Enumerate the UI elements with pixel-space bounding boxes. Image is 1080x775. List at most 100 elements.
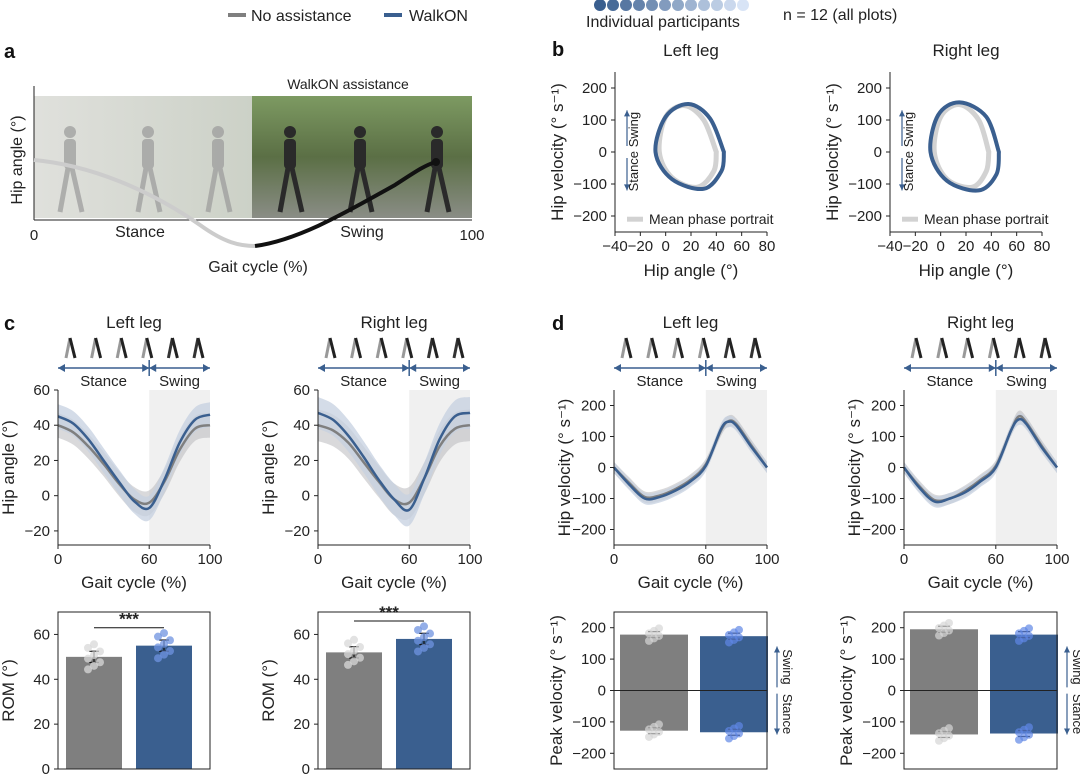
- panel-a-tick-100: 100: [459, 227, 484, 244]
- y-axis-label: ROM (°): [0, 659, 18, 722]
- participant-dot: [659, 0, 671, 11]
- tick-label: −40: [602, 238, 627, 255]
- participant-point: [426, 629, 434, 638]
- participant-dot: [711, 0, 723, 11]
- swing-label: Swing: [1070, 649, 1080, 684]
- participant-point: [344, 650, 352, 659]
- tick-label: −200: [848, 208, 882, 225]
- participant-point: [945, 626, 953, 635]
- bar-walkon: [396, 638, 452, 769]
- participant-point: [426, 640, 434, 649]
- tick-label: 80: [759, 238, 776, 255]
- tick-label: 100: [457, 551, 482, 568]
- x-axis-label: Gait cycle (%): [638, 573, 744, 592]
- participant-point: [735, 625, 743, 634]
- swing-label: Swing: [901, 112, 916, 147]
- tick-label: 0: [610, 551, 618, 568]
- tick-label: −100: [862, 491, 896, 508]
- y-axis-label: Hip angle (°): [0, 420, 18, 515]
- participant-point: [84, 654, 92, 663]
- mini-walker: [354, 337, 363, 359]
- tick-label: 100: [582, 112, 607, 129]
- participant-point: [96, 647, 104, 656]
- tick-label: 40: [983, 238, 1000, 255]
- participant-dot: [724, 0, 736, 11]
- tick-label: 60: [33, 626, 50, 643]
- tick-label: −100: [572, 491, 606, 508]
- line-walkon: [902, 417, 1059, 504]
- tick-label: 100: [871, 651, 896, 668]
- y-axis-label: Hip angle (°): [259, 420, 278, 515]
- stance-arrowhead: [774, 728, 780, 735]
- swing-arrowhead: [1064, 646, 1070, 653]
- participant-point: [356, 653, 364, 662]
- participant-point: [154, 632, 162, 641]
- participant-point: [945, 724, 953, 733]
- bar-no-assistance: [620, 634, 688, 731]
- participant-point: [420, 633, 428, 642]
- participant-point: [1025, 723, 1033, 732]
- tick-label: 100: [581, 651, 606, 668]
- participant-point: [96, 658, 104, 667]
- stance-label: Stance: [637, 373, 684, 390]
- tick-label: 40: [33, 671, 50, 688]
- tick-label: −200: [573, 208, 607, 225]
- mini-walker: [650, 337, 659, 359]
- swing-shade: [705, 390, 767, 545]
- tick-label: 200: [871, 620, 896, 637]
- participant-point: [414, 636, 422, 645]
- mini-walker: [68, 337, 77, 359]
- tick-label: −200: [572, 745, 606, 762]
- participant-point: [945, 618, 953, 627]
- mini-walker: [196, 337, 205, 359]
- tick-label: −200: [862, 522, 896, 539]
- plot-title: Right leg: [932, 41, 999, 60]
- mini-walker: [676, 337, 685, 359]
- loop-walkon: [653, 102, 726, 192]
- mean-portrait-label: Mean phase portrait: [924, 211, 1049, 227]
- stance-label: Stance: [626, 151, 641, 191]
- tick-label: −40: [877, 238, 902, 255]
- tick-label: 60: [33, 382, 50, 399]
- tick-label: 20: [683, 238, 700, 255]
- mini-walker: [753, 337, 762, 359]
- participant-dot: [685, 0, 697, 11]
- plot-title: Right leg: [360, 313, 427, 332]
- loop-no-assistance: [931, 102, 992, 190]
- panel-a-swing-label: Swing: [340, 224, 384, 241]
- tick-label: 200: [581, 620, 606, 637]
- panel-a-stance-label: Stance: [115, 224, 165, 241]
- y-axis-label: Peak velocity (° s⁻¹): [547, 615, 566, 766]
- x-axis-label: Gait cycle (%): [341, 573, 447, 592]
- panel-a-ylabel: Hip angle (°): [9, 115, 26, 204]
- participant-point: [945, 731, 953, 740]
- walker-figures: [57, 126, 452, 213]
- tick-label: 60: [141, 551, 158, 568]
- tick-label: 20: [33, 716, 50, 733]
- participant-point: [1025, 624, 1033, 633]
- swing-label: Swing: [159, 373, 200, 390]
- participant-point: [90, 640, 98, 649]
- participant-dot: [620, 0, 632, 11]
- tick-label: 100: [871, 429, 896, 446]
- mini-walker: [170, 337, 179, 359]
- tick-label: 200: [581, 398, 606, 415]
- bar-no-assistance: [66, 656, 122, 769]
- plot-title: Left leg: [106, 313, 162, 332]
- participant-dot: [698, 0, 710, 11]
- stance-label: Stance: [80, 373, 127, 390]
- tick-label: 60: [293, 626, 310, 643]
- stance-arrowhead: [1064, 728, 1070, 735]
- tick-label: 0: [888, 460, 896, 477]
- curve-plot-d_right_curve: Right leg Stance Swing 0 60 100 200 100 0 −100 −20…: [845, 313, 1070, 592]
- participant-point: [735, 633, 743, 642]
- mini-walker: [328, 337, 337, 359]
- participant-point: [154, 654, 162, 663]
- tick-label: 100: [857, 112, 882, 129]
- panel-label-b: b: [552, 39, 564, 61]
- plot-frame: [317, 611, 471, 770]
- line-walkon: [613, 420, 769, 501]
- participant-point: [356, 642, 364, 651]
